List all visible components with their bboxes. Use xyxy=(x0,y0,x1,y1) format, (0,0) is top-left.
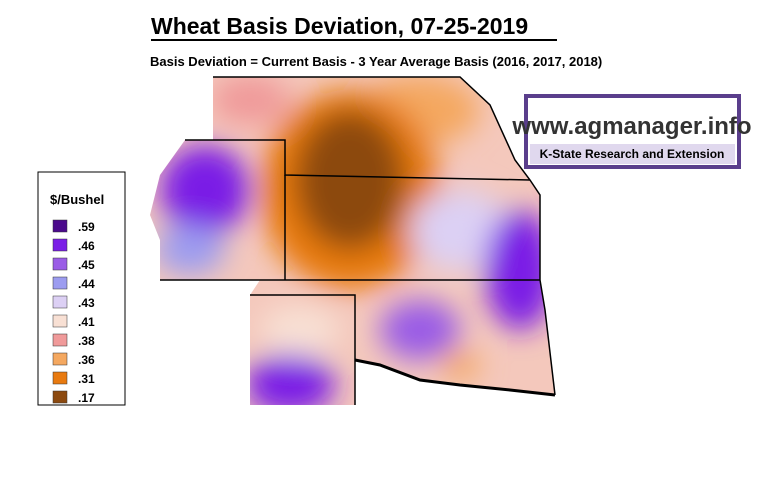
logo-url: www.agmanager.info xyxy=(511,113,751,140)
legend-swatch xyxy=(52,295,68,309)
legend: $/Bushel .59 .46 .45 .44 .43 .41 .38 .36 .31 .17 xyxy=(37,171,126,406)
legend-frame xyxy=(37,171,126,406)
legend-label: .36 xyxy=(78,353,95,367)
legend-swatch xyxy=(52,238,68,252)
logo-org: K-State Research and Extension xyxy=(540,147,725,161)
logo-bar xyxy=(530,144,735,164)
legend-label: .43 xyxy=(78,296,95,310)
legend-swatch xyxy=(52,276,68,290)
legend-label: .31 xyxy=(78,372,95,386)
legend-swatch xyxy=(52,390,68,404)
state-borders xyxy=(160,76,556,405)
legend-label: .46 xyxy=(78,239,95,253)
legend-label: .38 xyxy=(78,334,95,348)
subtitle: Basis Deviation = Current Basis - 3 Year… xyxy=(150,54,602,69)
legend-label: .17 xyxy=(78,391,95,405)
legend-swatch xyxy=(52,219,68,233)
legend-label: .44 xyxy=(78,277,95,291)
legend-swatch xyxy=(52,371,68,385)
legend-swatch xyxy=(52,352,68,366)
legend-swatch xyxy=(52,333,68,347)
title: Wheat Basis Deviation, 07-25-2019 xyxy=(151,13,528,39)
legend-label: .41 xyxy=(78,315,95,329)
basis-map xyxy=(150,77,555,405)
legend-swatch xyxy=(52,257,68,271)
legend-title: $/Bushel xyxy=(50,192,104,207)
legend-swatch xyxy=(52,314,68,328)
logo: www.agmanager.info K-State Research and … xyxy=(511,94,752,169)
legend-label: .59 xyxy=(78,220,95,234)
legend-label: .45 xyxy=(78,258,95,272)
